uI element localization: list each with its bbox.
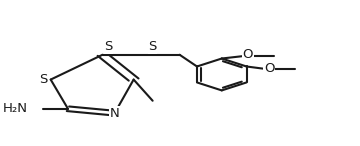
Text: S: S: [148, 40, 157, 53]
Text: O: O: [264, 62, 274, 75]
Text: S: S: [39, 73, 47, 86]
Text: O: O: [242, 48, 253, 61]
Text: N: N: [110, 107, 120, 120]
Text: H₂N: H₂N: [3, 102, 27, 115]
Text: S: S: [104, 40, 113, 53]
